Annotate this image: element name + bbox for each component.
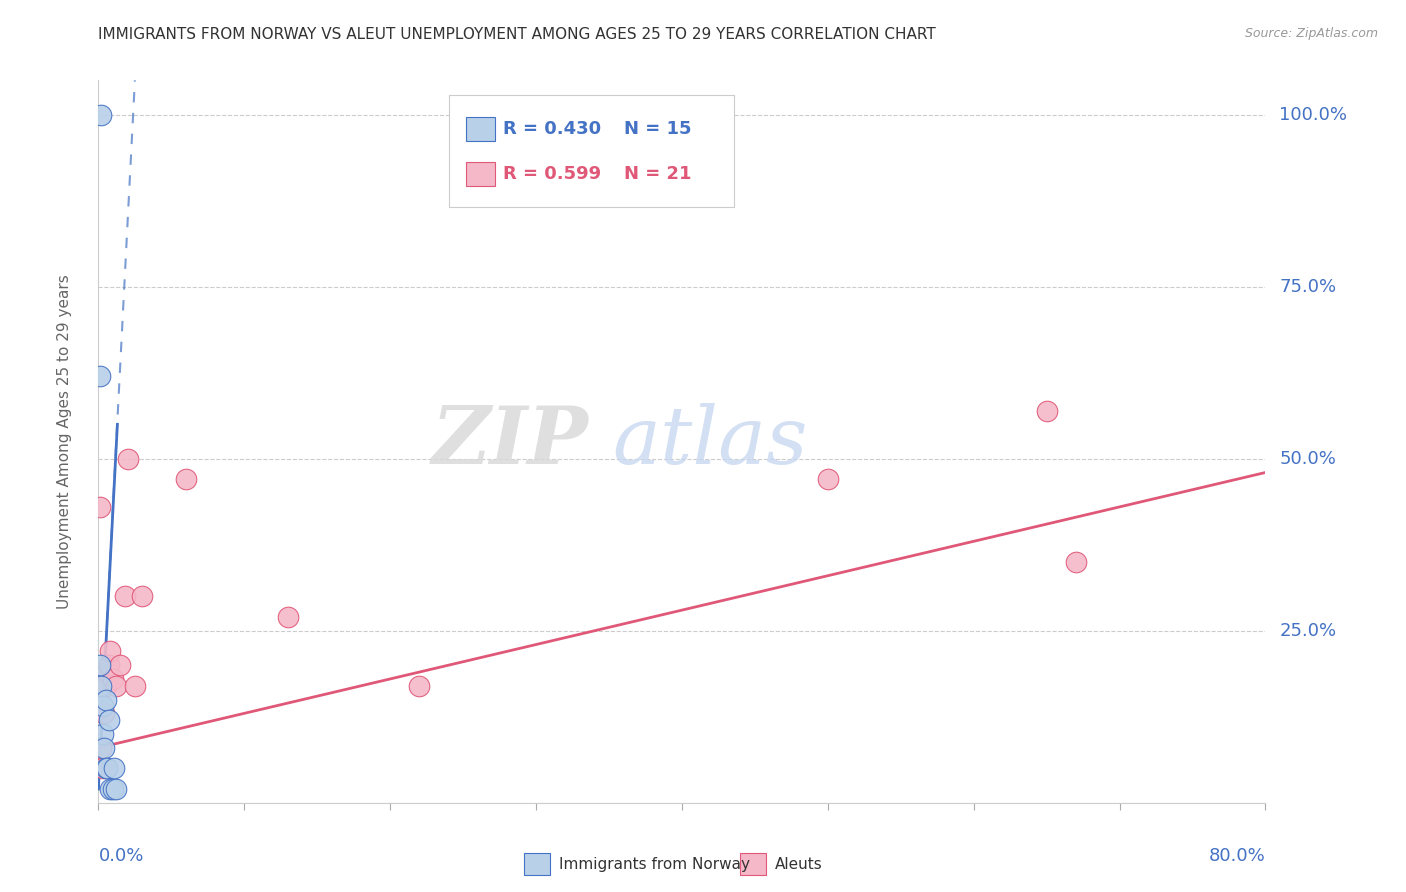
Y-axis label: Unemployment Among Ages 25 to 29 years: Unemployment Among Ages 25 to 29 years <box>58 274 72 609</box>
Point <box>117 451 139 466</box>
Point <box>93 706 115 721</box>
Point <box>98 644 121 658</box>
Text: 80.0%: 80.0% <box>1209 847 1265 865</box>
Text: 0.0%: 0.0% <box>98 847 143 865</box>
Text: Aleuts: Aleuts <box>775 856 823 871</box>
FancyBboxPatch shape <box>741 854 766 875</box>
Text: Source: ZipAtlas.com: Source: ZipAtlas.com <box>1244 27 1378 40</box>
Text: Immigrants from Norway: Immigrants from Norway <box>560 856 751 871</box>
Point <box>89 500 111 514</box>
Point <box>94 692 117 706</box>
Text: 100.0%: 100.0% <box>1279 105 1347 124</box>
Text: 25.0%: 25.0% <box>1279 622 1337 640</box>
Point <box>103 761 125 775</box>
Point <box>90 679 112 693</box>
Point <box>104 782 127 797</box>
Point <box>94 679 117 693</box>
Point <box>174 472 197 486</box>
Point <box>277 610 299 624</box>
Point <box>89 658 111 673</box>
Text: N = 15: N = 15 <box>623 120 692 137</box>
Point <box>91 727 114 741</box>
Point <box>1035 403 1057 417</box>
Point <box>101 672 124 686</box>
FancyBboxPatch shape <box>465 162 495 186</box>
Point <box>97 658 120 673</box>
Point <box>114 590 136 604</box>
Point <box>89 369 111 384</box>
Text: 75.0%: 75.0% <box>1279 277 1337 296</box>
Point <box>96 761 118 775</box>
Text: 50.0%: 50.0% <box>1279 450 1336 467</box>
Point <box>124 679 146 693</box>
Point <box>97 713 120 727</box>
Text: IMMIGRANTS FROM NORWAY VS ALEUT UNEMPLOYMENT AMONG AGES 25 TO 29 YEARS CORRELATI: IMMIGRANTS FROM NORWAY VS ALEUT UNEMPLOY… <box>98 27 936 42</box>
Point <box>817 472 839 486</box>
Text: R = 0.430: R = 0.430 <box>503 120 602 137</box>
Point <box>91 761 114 775</box>
Point <box>96 665 118 679</box>
Text: ZIP: ZIP <box>432 403 589 480</box>
FancyBboxPatch shape <box>524 854 550 875</box>
Text: N = 21: N = 21 <box>623 165 692 183</box>
Point <box>90 108 112 122</box>
Point <box>101 782 124 797</box>
Point <box>98 782 121 797</box>
FancyBboxPatch shape <box>449 95 734 207</box>
Point <box>131 590 153 604</box>
Point <box>91 699 114 714</box>
Text: atlas: atlas <box>612 403 807 480</box>
Point <box>93 740 115 755</box>
Point <box>408 679 430 693</box>
Text: R = 0.599: R = 0.599 <box>503 165 602 183</box>
Point <box>110 658 132 673</box>
Point <box>104 679 127 693</box>
FancyBboxPatch shape <box>465 117 495 141</box>
Point <box>90 740 112 755</box>
Point <box>1064 555 1087 569</box>
Point <box>94 761 117 775</box>
